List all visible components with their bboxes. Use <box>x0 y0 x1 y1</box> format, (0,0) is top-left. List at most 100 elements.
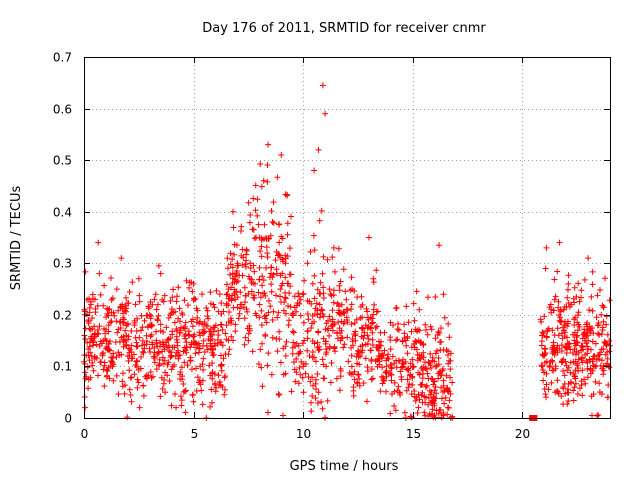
data-point <box>589 307 596 314</box>
data-point <box>317 290 324 297</box>
data-point <box>250 195 257 202</box>
data-point <box>267 232 274 239</box>
data-point <box>393 337 400 344</box>
data-point <box>183 344 190 351</box>
data-point <box>209 360 216 367</box>
data-point <box>193 365 200 372</box>
data-point <box>111 312 118 319</box>
data-point <box>128 398 135 405</box>
data-point <box>546 362 553 369</box>
data-point <box>541 351 548 358</box>
data-point <box>364 325 371 332</box>
data-point <box>403 342 410 349</box>
data-point <box>567 359 574 366</box>
data-point <box>324 327 331 334</box>
data-point <box>345 358 352 365</box>
data-point <box>115 391 122 398</box>
data-point <box>395 326 402 333</box>
data-point <box>438 371 445 378</box>
data-point <box>229 270 236 277</box>
data-point <box>180 380 187 387</box>
data-point <box>312 376 319 383</box>
data-point <box>262 315 269 322</box>
data-point <box>121 390 128 397</box>
data-point <box>369 341 376 348</box>
data-point <box>139 348 146 355</box>
data-point <box>388 377 395 384</box>
data-point <box>105 340 112 347</box>
data-point <box>575 367 582 374</box>
data-point <box>416 306 423 313</box>
data-point <box>86 309 93 316</box>
data-point <box>593 314 600 321</box>
data-point <box>211 304 218 311</box>
data-point <box>207 289 214 296</box>
data-point <box>108 358 115 365</box>
data-point <box>287 213 294 220</box>
data-point <box>411 344 418 351</box>
data-point <box>280 345 287 352</box>
data-point <box>304 311 311 318</box>
data-point <box>423 366 430 373</box>
data-point <box>161 292 168 299</box>
data-point <box>125 336 132 343</box>
data-point <box>406 380 413 387</box>
data-point <box>384 355 391 362</box>
data-point <box>589 358 596 365</box>
data-point <box>374 363 381 370</box>
data-point <box>539 366 546 373</box>
data-point <box>140 382 147 389</box>
data-point <box>234 294 241 301</box>
data-point <box>170 309 177 316</box>
data-point <box>176 352 183 359</box>
x-tick-label: 10 <box>296 427 311 441</box>
data-point <box>550 307 557 314</box>
data-point <box>171 319 178 326</box>
data-point <box>446 397 453 404</box>
y-tick-label: 0 <box>64 412 72 426</box>
data-point <box>315 329 322 336</box>
data-point <box>415 404 422 411</box>
data-point <box>573 339 580 346</box>
data-point <box>393 357 400 364</box>
data-point <box>148 331 155 338</box>
data-point <box>196 329 203 336</box>
data-point <box>329 254 336 261</box>
data-point <box>135 275 142 282</box>
data-point <box>82 404 89 411</box>
data-point <box>319 311 326 318</box>
data-point <box>318 398 325 405</box>
data-point <box>571 384 578 391</box>
data-point <box>587 346 594 353</box>
data-point <box>154 343 161 350</box>
data-point <box>565 272 572 279</box>
data-point <box>136 292 143 299</box>
data-point <box>388 371 395 378</box>
data-point <box>265 297 272 304</box>
data-point <box>117 304 124 311</box>
data-point <box>539 363 546 370</box>
data-point <box>199 401 206 408</box>
data-point <box>141 345 148 352</box>
data-point <box>552 347 559 354</box>
data-point <box>279 280 286 287</box>
data-point <box>305 316 312 323</box>
data-point <box>335 319 342 326</box>
data-point <box>373 308 380 315</box>
data-point <box>558 330 565 337</box>
data-point <box>435 375 442 382</box>
data-point <box>155 262 162 269</box>
data-point <box>318 306 325 313</box>
data-point <box>224 265 231 272</box>
data-point <box>269 334 276 341</box>
data-point <box>151 296 158 303</box>
data-point <box>300 290 307 297</box>
data-point <box>412 338 419 345</box>
data-point <box>399 356 406 363</box>
data-point <box>291 293 298 300</box>
data-point <box>314 399 321 406</box>
y-tick-label: 0.6 <box>53 103 72 117</box>
data-point <box>217 352 224 359</box>
data-point <box>428 398 435 405</box>
data-point <box>105 322 112 329</box>
